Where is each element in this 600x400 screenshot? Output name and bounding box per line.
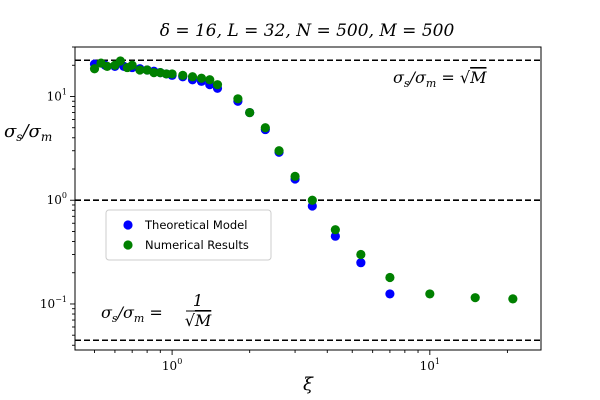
numerical-point: [167, 69, 177, 79]
numerical-point: [212, 80, 223, 90]
legend-label: Numerical Results: [145, 238, 249, 252]
numerical-point: [330, 225, 340, 235]
legend-marker: [123, 240, 133, 250]
numerical-point: [205, 75, 215, 85]
legend-label: Theoretical Model: [144, 218, 247, 232]
fraction-denominator: √M: [185, 311, 212, 330]
axis-ticks: [70, 46, 508, 355]
tick-labels: 100 101 10−1 100 101: [40, 87, 440, 373]
y-axis-label: σs/σm: [4, 121, 52, 144]
theoretical-point: [356, 258, 366, 268]
y-tick-label: 10−1: [40, 295, 67, 311]
data-points: [89, 56, 518, 304]
theoretical-point: [330, 231, 340, 241]
numerical-point: [508, 294, 518, 304]
numerical-point: [356, 249, 366, 260]
numerical-point: [290, 171, 300, 181]
numerical-point: [425, 289, 435, 299]
numerical-point: [127, 60, 137, 70]
numerical-point: [89, 64, 100, 74]
numerical-point: [470, 293, 480, 303]
numerical-point: [102, 61, 112, 72]
numerical-point: [135, 65, 145, 75]
y-tick-label: 101: [47, 87, 67, 103]
numerical-point: [260, 123, 270, 133]
lower-annotation-text: σs/σm =: [101, 303, 163, 325]
numerical-point: [307, 195, 317, 205]
upper-reference-annotation: σs/σm = √M: [393, 68, 487, 90]
y-axis-label-group: σs/σm: [4, 121, 52, 144]
numerical-point: [187, 72, 198, 82]
x-tick-label: 100: [162, 357, 182, 373]
lower-reference-annotation: σs/σm = 1√M: [101, 291, 212, 330]
numerical-point: [233, 94, 243, 104]
numerical-point: [274, 146, 284, 156]
chart-title: δ = 16, L = 32, N = 500, M = 500: [160, 21, 455, 41]
numerical-point: [196, 73, 207, 83]
x-axis-label: ξ: [303, 374, 314, 395]
numerical-point: [115, 56, 125, 66]
plot-frame: [74, 46, 542, 351]
numerical-point: [178, 70, 188, 80]
legend-marker: [123, 220, 133, 230]
numerical-point: [385, 272, 395, 283]
x-tick-label: 101: [420, 357, 440, 373]
reference-lines: [75, 59, 541, 342]
theoretical-point: [385, 289, 395, 299]
fraction-numerator: 1: [193, 291, 203, 310]
numerical-point: [149, 67, 159, 78]
legend-box: [105, 209, 272, 261]
numerical-point: [245, 107, 255, 118]
legend: Theoretical Model Numerical Results: [105, 209, 272, 261]
y-tick-label: 100: [47, 191, 67, 207]
